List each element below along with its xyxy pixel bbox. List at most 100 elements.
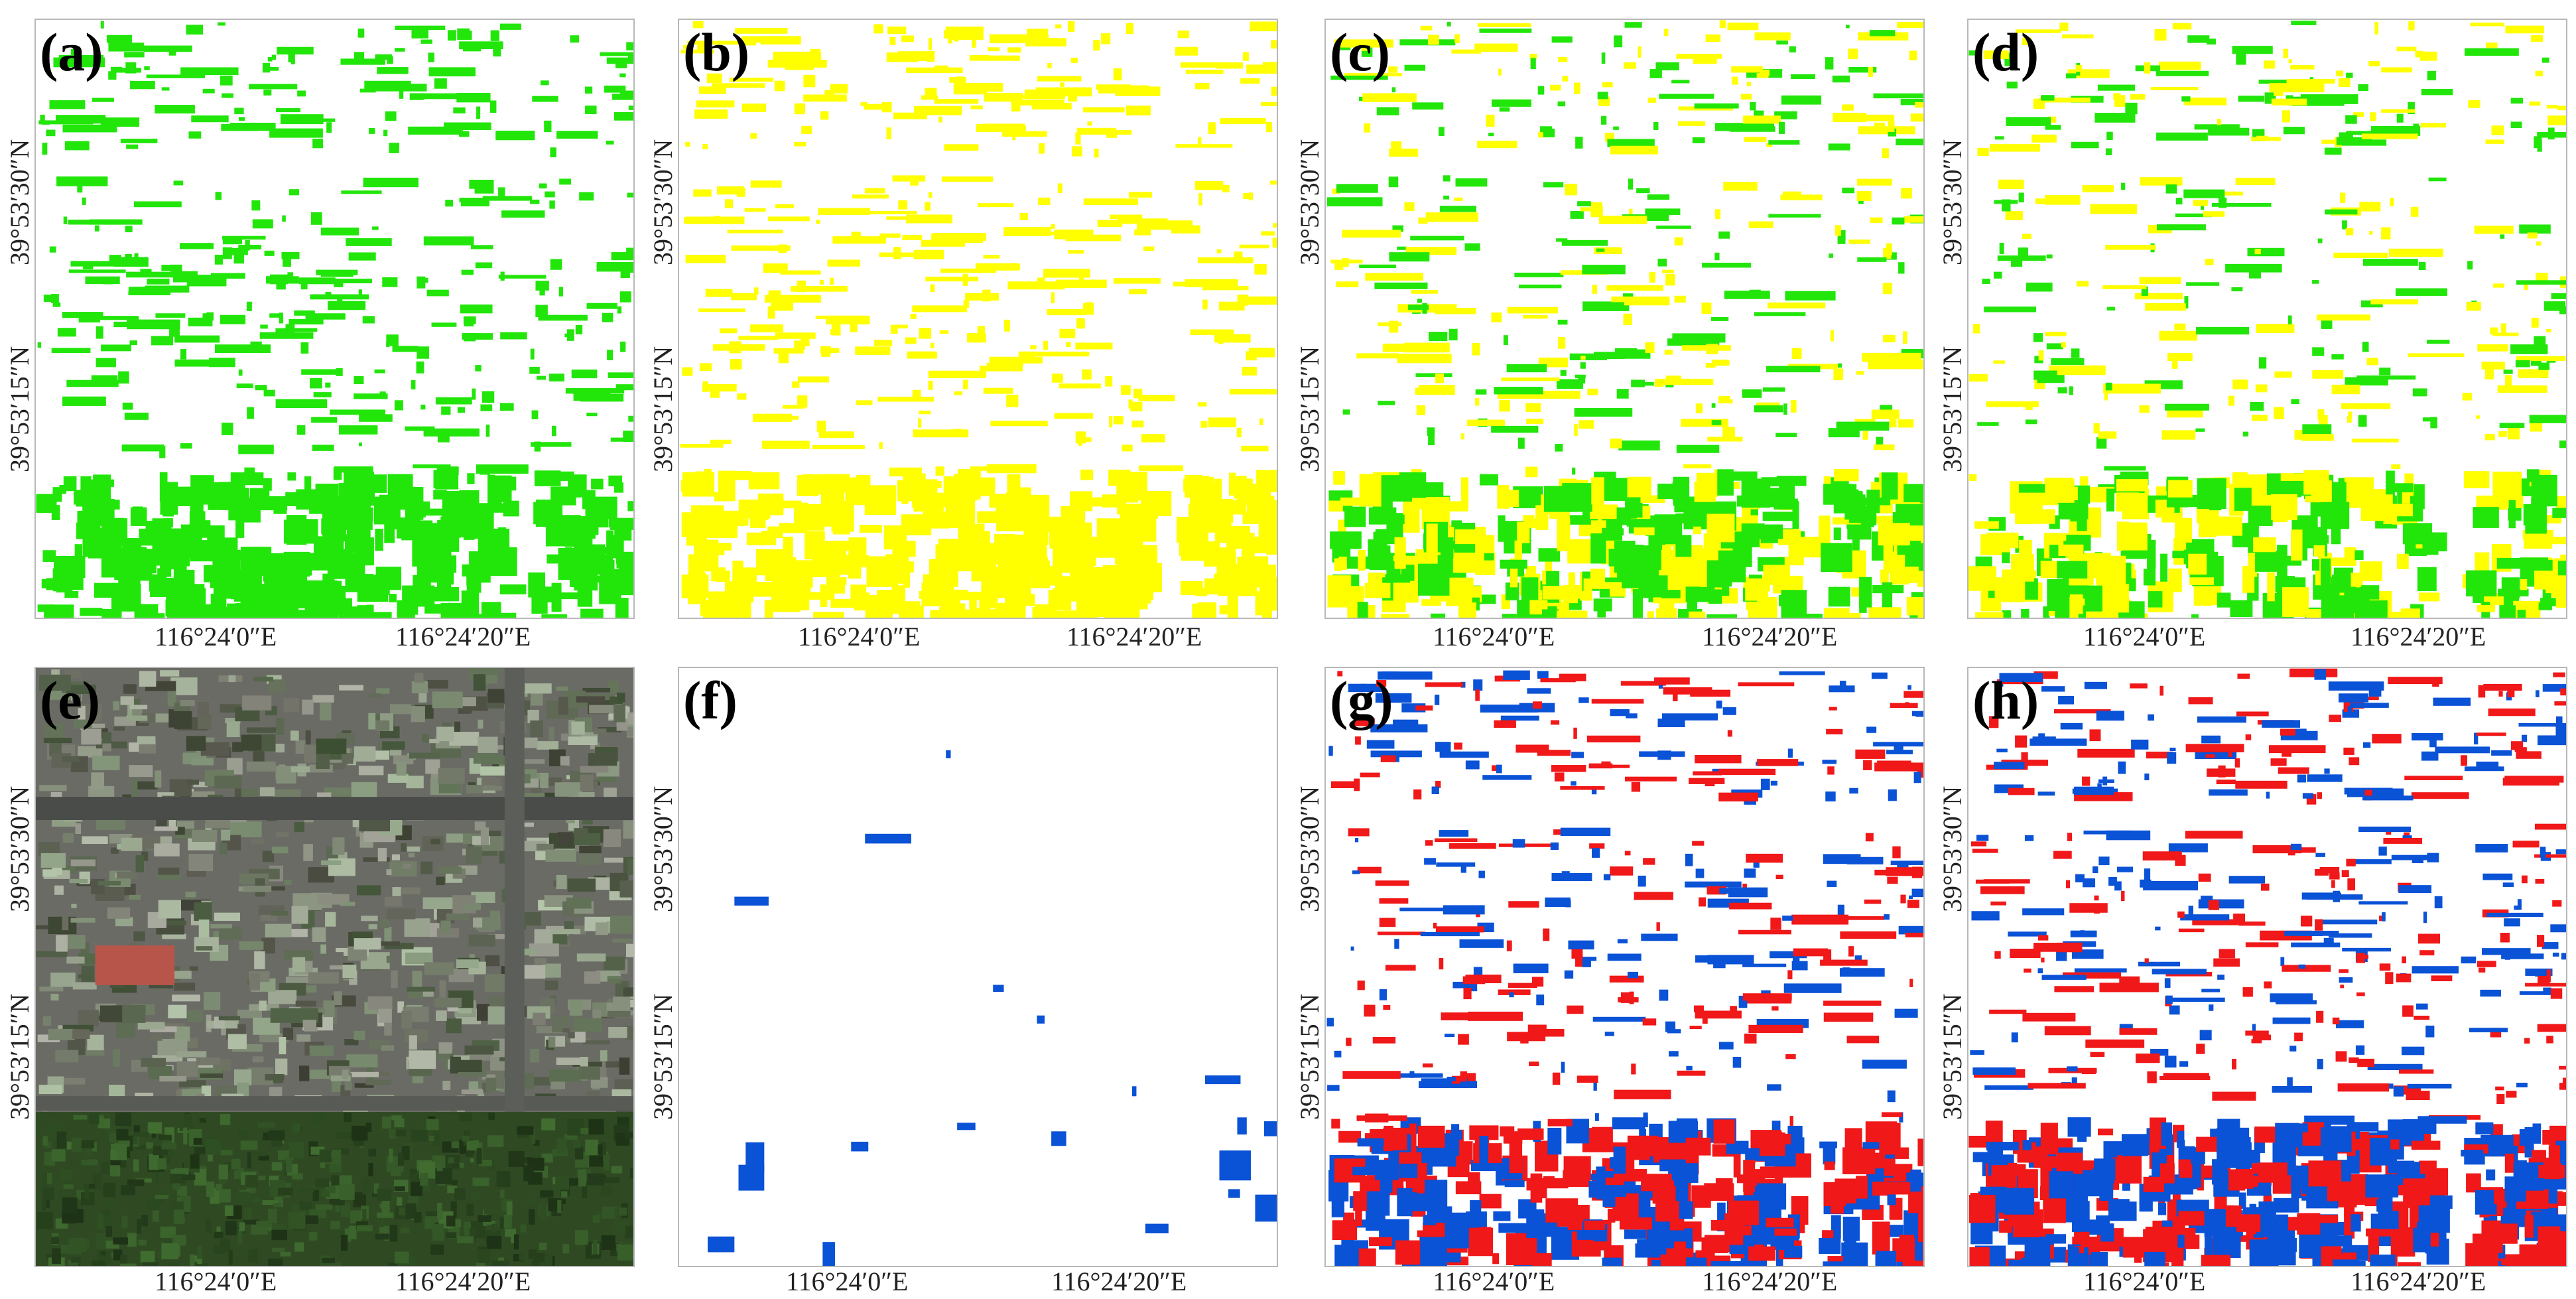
map-patch bbox=[948, 494, 976, 527]
imagery-building bbox=[607, 976, 622, 981]
map-patch bbox=[1857, 257, 1887, 262]
map-patch bbox=[805, 531, 825, 560]
map-patch bbox=[1560, 827, 1611, 837]
map-patch bbox=[165, 599, 184, 617]
map-patch bbox=[2547, 127, 2555, 140]
map-patch bbox=[918, 418, 922, 428]
map-patch bbox=[538, 314, 588, 321]
map-patch bbox=[1626, 713, 1638, 718]
map-patch bbox=[982, 123, 1025, 132]
map-patch bbox=[1468, 1172, 1480, 1188]
map-patch bbox=[1058, 539, 1065, 560]
imagery-building bbox=[574, 828, 588, 839]
map-patch bbox=[2084, 681, 2107, 689]
imagery-tree bbox=[66, 1141, 72, 1150]
map-patch bbox=[910, 314, 917, 319]
map-patch bbox=[1915, 102, 1923, 108]
map-patch bbox=[2531, 317, 2539, 328]
map-patch bbox=[96, 326, 103, 339]
imagery-building bbox=[141, 851, 149, 861]
imagery-building bbox=[155, 1023, 185, 1028]
imagery-tree bbox=[127, 1233, 137, 1247]
map-patch bbox=[938, 116, 942, 123]
map-patch bbox=[1557, 518, 1571, 551]
imagery-building bbox=[461, 1089, 483, 1095]
imagery-building bbox=[346, 1054, 378, 1067]
map-patch bbox=[1910, 113, 1923, 122]
map-patch bbox=[1743, 1160, 1756, 1192]
imagery-building bbox=[603, 956, 625, 971]
map-patch bbox=[96, 358, 116, 368]
map-patch bbox=[1409, 1123, 1417, 1135]
map-patch bbox=[434, 78, 447, 89]
map-patch bbox=[469, 179, 494, 189]
map-patch bbox=[1452, 549, 1484, 573]
map-patch bbox=[1602, 82, 1613, 88]
map-patch bbox=[305, 313, 346, 320]
map-patch bbox=[118, 371, 129, 384]
imagery-tree bbox=[205, 1138, 221, 1155]
imagery-tree bbox=[335, 1202, 340, 1212]
map-patch bbox=[2552, 508, 2566, 518]
map-patch bbox=[1263, 1121, 1277, 1136]
imagery-building bbox=[534, 929, 553, 944]
map-patch bbox=[1381, 671, 1399, 678]
map-patch bbox=[64, 141, 90, 151]
map-patch bbox=[529, 366, 540, 374]
map-patch bbox=[1598, 216, 1647, 224]
map-patch bbox=[1587, 388, 1598, 395]
map-patch bbox=[964, 293, 999, 301]
map-patch bbox=[1730, 1006, 1737, 1012]
map-patch bbox=[1699, 897, 1707, 907]
map-patch bbox=[729, 341, 741, 354]
imagery-tree bbox=[190, 1154, 200, 1169]
map-patch bbox=[1707, 437, 1743, 442]
map-patch bbox=[1391, 141, 1402, 149]
map-patch bbox=[1770, 780, 1777, 786]
map-patch bbox=[1884, 1178, 1898, 1185]
map-patch bbox=[1607, 1208, 1616, 1223]
map-patch bbox=[685, 141, 690, 147]
map-patch bbox=[1784, 1245, 1803, 1258]
map-patch bbox=[1624, 62, 1637, 69]
map-patch bbox=[2520, 579, 2528, 590]
imagery-building bbox=[302, 985, 317, 993]
map-patch bbox=[481, 602, 501, 618]
map-patch bbox=[2433, 697, 2471, 706]
map-patch bbox=[1547, 1119, 1573, 1127]
map-patch bbox=[1649, 272, 1655, 283]
map-patch bbox=[2370, 299, 2419, 305]
map-patch bbox=[1359, 474, 1382, 507]
map-patch bbox=[1833, 468, 1859, 482]
imagery-building bbox=[174, 833, 205, 839]
map-patch bbox=[417, 346, 429, 359]
map-patch bbox=[1190, 329, 1234, 335]
imagery-building bbox=[193, 782, 208, 787]
map-patch bbox=[824, 90, 834, 101]
map-patch bbox=[2507, 427, 2520, 440]
imagery-tree bbox=[151, 1130, 157, 1138]
map-patch bbox=[1601, 115, 1607, 125]
map-patch bbox=[2154, 29, 2167, 41]
imagery-building bbox=[608, 979, 621, 984]
map-patch bbox=[1659, 94, 1714, 99]
map-patch bbox=[1122, 444, 1133, 452]
map-patch bbox=[1342, 258, 1349, 267]
map-patch bbox=[760, 36, 801, 45]
map-patch bbox=[383, 129, 388, 137]
imagery-building bbox=[113, 1049, 121, 1067]
map-patch bbox=[1331, 1119, 1340, 1129]
imagery-tree bbox=[194, 1147, 210, 1154]
imagery-building bbox=[36, 925, 49, 929]
map-patch bbox=[607, 350, 613, 361]
map-patch bbox=[1894, 744, 1903, 753]
map-patch bbox=[1580, 362, 1586, 369]
map-patch bbox=[2335, 70, 2344, 77]
map-patch bbox=[1403, 500, 1420, 533]
map-patch bbox=[1145, 1223, 1169, 1234]
map-patch bbox=[276, 107, 300, 113]
imagery-tree bbox=[377, 1188, 391, 1201]
map-patch bbox=[592, 547, 618, 555]
imagery-building bbox=[174, 711, 192, 729]
imagery-building bbox=[386, 955, 393, 963]
